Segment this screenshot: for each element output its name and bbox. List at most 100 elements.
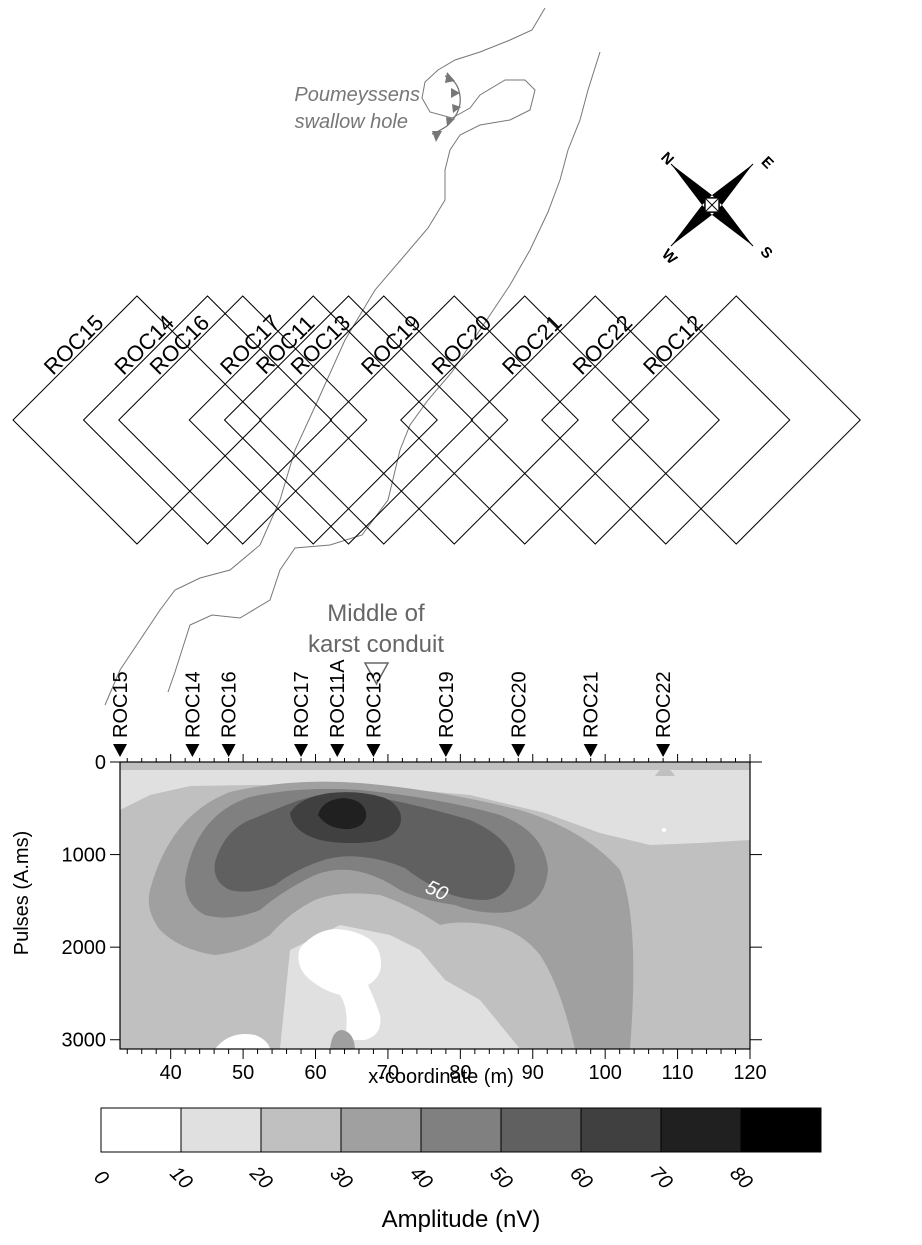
loop-roc13 <box>259 295 509 545</box>
contour-band-10 <box>120 770 750 845</box>
colorbar-cell <box>100 1107 182 1153</box>
swallow-hole-label-line1: Poumeyssens <box>294 84 420 106</box>
x-tick-label: 100 <box>588 1062 621 1084</box>
colorbar: 0 10 20 30 40 50 60 70 80 Amplitude (nV) <box>89 1107 822 1233</box>
compass-west-label: W <box>658 246 681 269</box>
colorbar-cell <box>580 1107 662 1153</box>
station-label-roc22: ROC22 <box>653 671 675 738</box>
loop-roc17 <box>188 295 438 545</box>
plot-area: 50 40 50 60 70 80 90 100 110 120 0 1000 2000 3000 x-… <box>11 752 767 1088</box>
station-marker-roc13 <box>366 744 381 757</box>
station-marker-roc21 <box>583 744 598 757</box>
station-marker-roc15 <box>113 744 127 757</box>
axes: 40 50 60 70 80 90 100 110 120 0 1000 2000 3000 <box>62 752 767 1084</box>
y-tick-label: 3000 <box>62 1030 107 1052</box>
x-tick-label: 40 <box>160 1062 182 1084</box>
annotation-line2: karst conduit <box>308 631 444 658</box>
colorbar-tick-label: 50 <box>485 1162 516 1193</box>
compass-east-label: E <box>758 153 777 172</box>
x-tick-label: 50 <box>232 1062 254 1084</box>
loop-roc21 <box>470 295 720 545</box>
station-marker-roc11a <box>330 744 345 757</box>
contour-dot <box>662 828 666 832</box>
contour-band-0-left <box>215 1033 270 1049</box>
station-marker-roc14 <box>185 744 200 757</box>
colorbar-tick-label: 10 <box>165 1162 196 1193</box>
x-tick-label: 120 <box>733 1062 766 1084</box>
colorbar-cell <box>180 1107 262 1153</box>
colorbar-tick-label: 40 <box>405 1162 436 1193</box>
contour-fill <box>120 768 750 1049</box>
colorbar-title: Amplitude (nV) <box>382 1206 541 1233</box>
station-marker-roc16 <box>221 744 236 757</box>
x-tick-label: 70 <box>377 1062 399 1084</box>
colorbar-tick-label: 70 <box>645 1162 676 1193</box>
loop-roc12 <box>611 295 861 545</box>
loop-label-roc19: ROC19 <box>356 310 426 380</box>
colorbar-cell <box>420 1107 502 1153</box>
compass-south-label: S <box>757 243 776 262</box>
conduit-marker-triangle <box>363 662 390 686</box>
x-tick-label: 60 <box>304 1062 326 1084</box>
loop-roc16 <box>118 295 368 545</box>
station-label-roc16: ROC16 <box>219 671 241 738</box>
swallow-hole-label-line2: swallow hole <box>295 111 408 133</box>
colorbar-cell <box>340 1107 422 1153</box>
annotation-line1: Middle of <box>327 600 425 627</box>
karst-conduit-annotation: Middle of karst conduit <box>308 600 444 686</box>
y-axis-label: Pulses (A.ms) <box>11 831 33 955</box>
colorbar-cell <box>740 1107 822 1153</box>
compass-north-label: N <box>657 149 677 169</box>
loop-roc20 <box>400 295 650 545</box>
loop-label-roc21: ROC21 <box>497 310 567 380</box>
swallow-hole-symbol <box>431 72 461 142</box>
loop-roc19 <box>329 295 579 545</box>
y-tick-label: 0 <box>95 752 106 774</box>
colorbar-tick-label: 80 <box>725 1162 756 1193</box>
colorbar-tick-label: 20 <box>245 1162 277 1194</box>
loop-label-roc15: ROC15 <box>39 310 109 380</box>
station-label-roc20: ROC20 <box>508 671 530 738</box>
contour-band-0 <box>298 929 382 1040</box>
river-bank-right <box>167 51 601 693</box>
station-label-roc15: ROC15 <box>110 671 132 738</box>
station-marker-roc17 <box>294 744 309 757</box>
colorbar-tick-label: 0 <box>89 1166 112 1189</box>
x-tick-label: 110 <box>662 1062 694 1084</box>
loop-roc15 <box>12 295 262 545</box>
x-tick-label: 80 <box>449 1062 471 1084</box>
station-label-roc11a: ROC11A <box>327 659 349 738</box>
colorbar-cell <box>500 1107 582 1153</box>
loop-label-roc20: ROC20 <box>427 310 497 380</box>
contour-band-50 <box>214 793 516 900</box>
contour-band-70 <box>318 798 367 830</box>
x-axis-label: x-coordinate (m) <box>368 1066 514 1088</box>
station-marker-roc20 <box>511 744 526 757</box>
loop-label-roc22: ROC22 <box>568 310 638 380</box>
loop-roc14 <box>82 295 333 545</box>
station-label-roc13: ROC13 <box>363 671 385 738</box>
station-marker-roc22 <box>656 744 671 757</box>
colorbar-tick-label: 60 <box>565 1162 596 1193</box>
loop-roc22 <box>541 295 791 545</box>
contour-bump-right <box>655 768 675 776</box>
site-map: Poumeyssens swallow hole N E S W ROC15 RO… <box>12 7 861 706</box>
colorbar-cell <box>660 1107 742 1153</box>
station-label-roc21: ROC21 <box>581 671 603 738</box>
plot-frame <box>119 761 751 1050</box>
station-marker-roc19 <box>438 744 453 757</box>
x-tick-label: 90 <box>522 1062 544 1084</box>
river-bank-left <box>104 7 546 706</box>
contour-bump-bottom <box>330 1030 355 1049</box>
station-label-roc14: ROC14 <box>182 671 204 738</box>
station-label-roc19: ROC19 <box>436 671 458 738</box>
y-tick-label: 1000 <box>62 845 107 867</box>
loop-roc11 <box>223 295 474 545</box>
colorbar-labels: 0 10 20 30 40 50 60 70 80 <box>89 1162 756 1194</box>
colorbar-cells <box>100 1107 822 1153</box>
station-layer: ROC15 ROC14 ROC16 ROC17 ROC11A ROC13 ROC19 ROC2… <box>110 659 675 757</box>
colorbar-tick-label: 30 <box>325 1162 356 1193</box>
station-label-roc17: ROC17 <box>291 671 313 738</box>
